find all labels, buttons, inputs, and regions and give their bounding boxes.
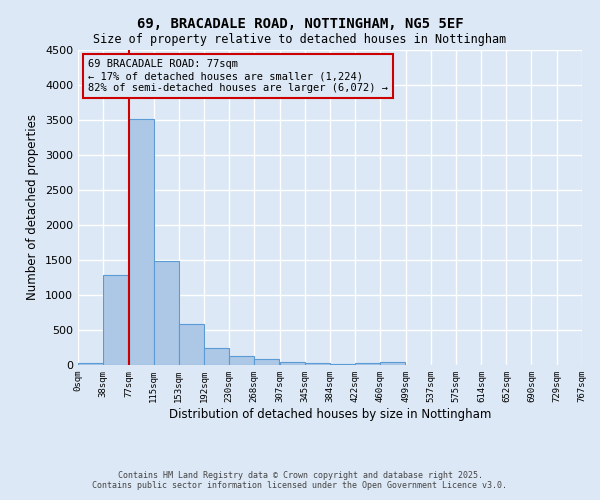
Bar (179, 324, 203, 365)
Bar (355, 363, 380, 365)
Text: 69 BRACADALE ROAD: 77sqm
← 17% of detached houses are smaller (1,224)
82% of sem: 69 BRACADALE ROAD: 77sqm ← 17% of detach… (88, 60, 388, 92)
Text: Contains HM Land Registry data © Crown copyright and database right 2025.
Contai: Contains HM Land Registry data © Crown c… (92, 470, 508, 490)
Y-axis label: Number of detached properties: Number of detached properties (26, 114, 40, 300)
X-axis label: Distribution of detached houses by size in Nottingham: Distribution of detached houses by size … (169, 408, 491, 420)
Bar (331, 364, 355, 365)
Bar (128, 118, 154, 365)
Bar (78, 363, 103, 365)
Bar (103, 276, 128, 365)
Bar (305, 363, 329, 365)
Text: 69, BRACADALE ROAD, NOTTINGHAM, NG5 5EF: 69, BRACADALE ROAD, NOTTINGHAM, NG5 5EF (137, 18, 463, 32)
Bar (154, 260, 179, 365)
Bar (380, 362, 405, 365)
Text: Size of property relative to detached houses in Nottingham: Size of property relative to detached ho… (94, 32, 506, 46)
Bar (204, 348, 229, 365)
Bar (254, 360, 279, 365)
Bar (280, 362, 305, 365)
Bar (229, 356, 254, 365)
